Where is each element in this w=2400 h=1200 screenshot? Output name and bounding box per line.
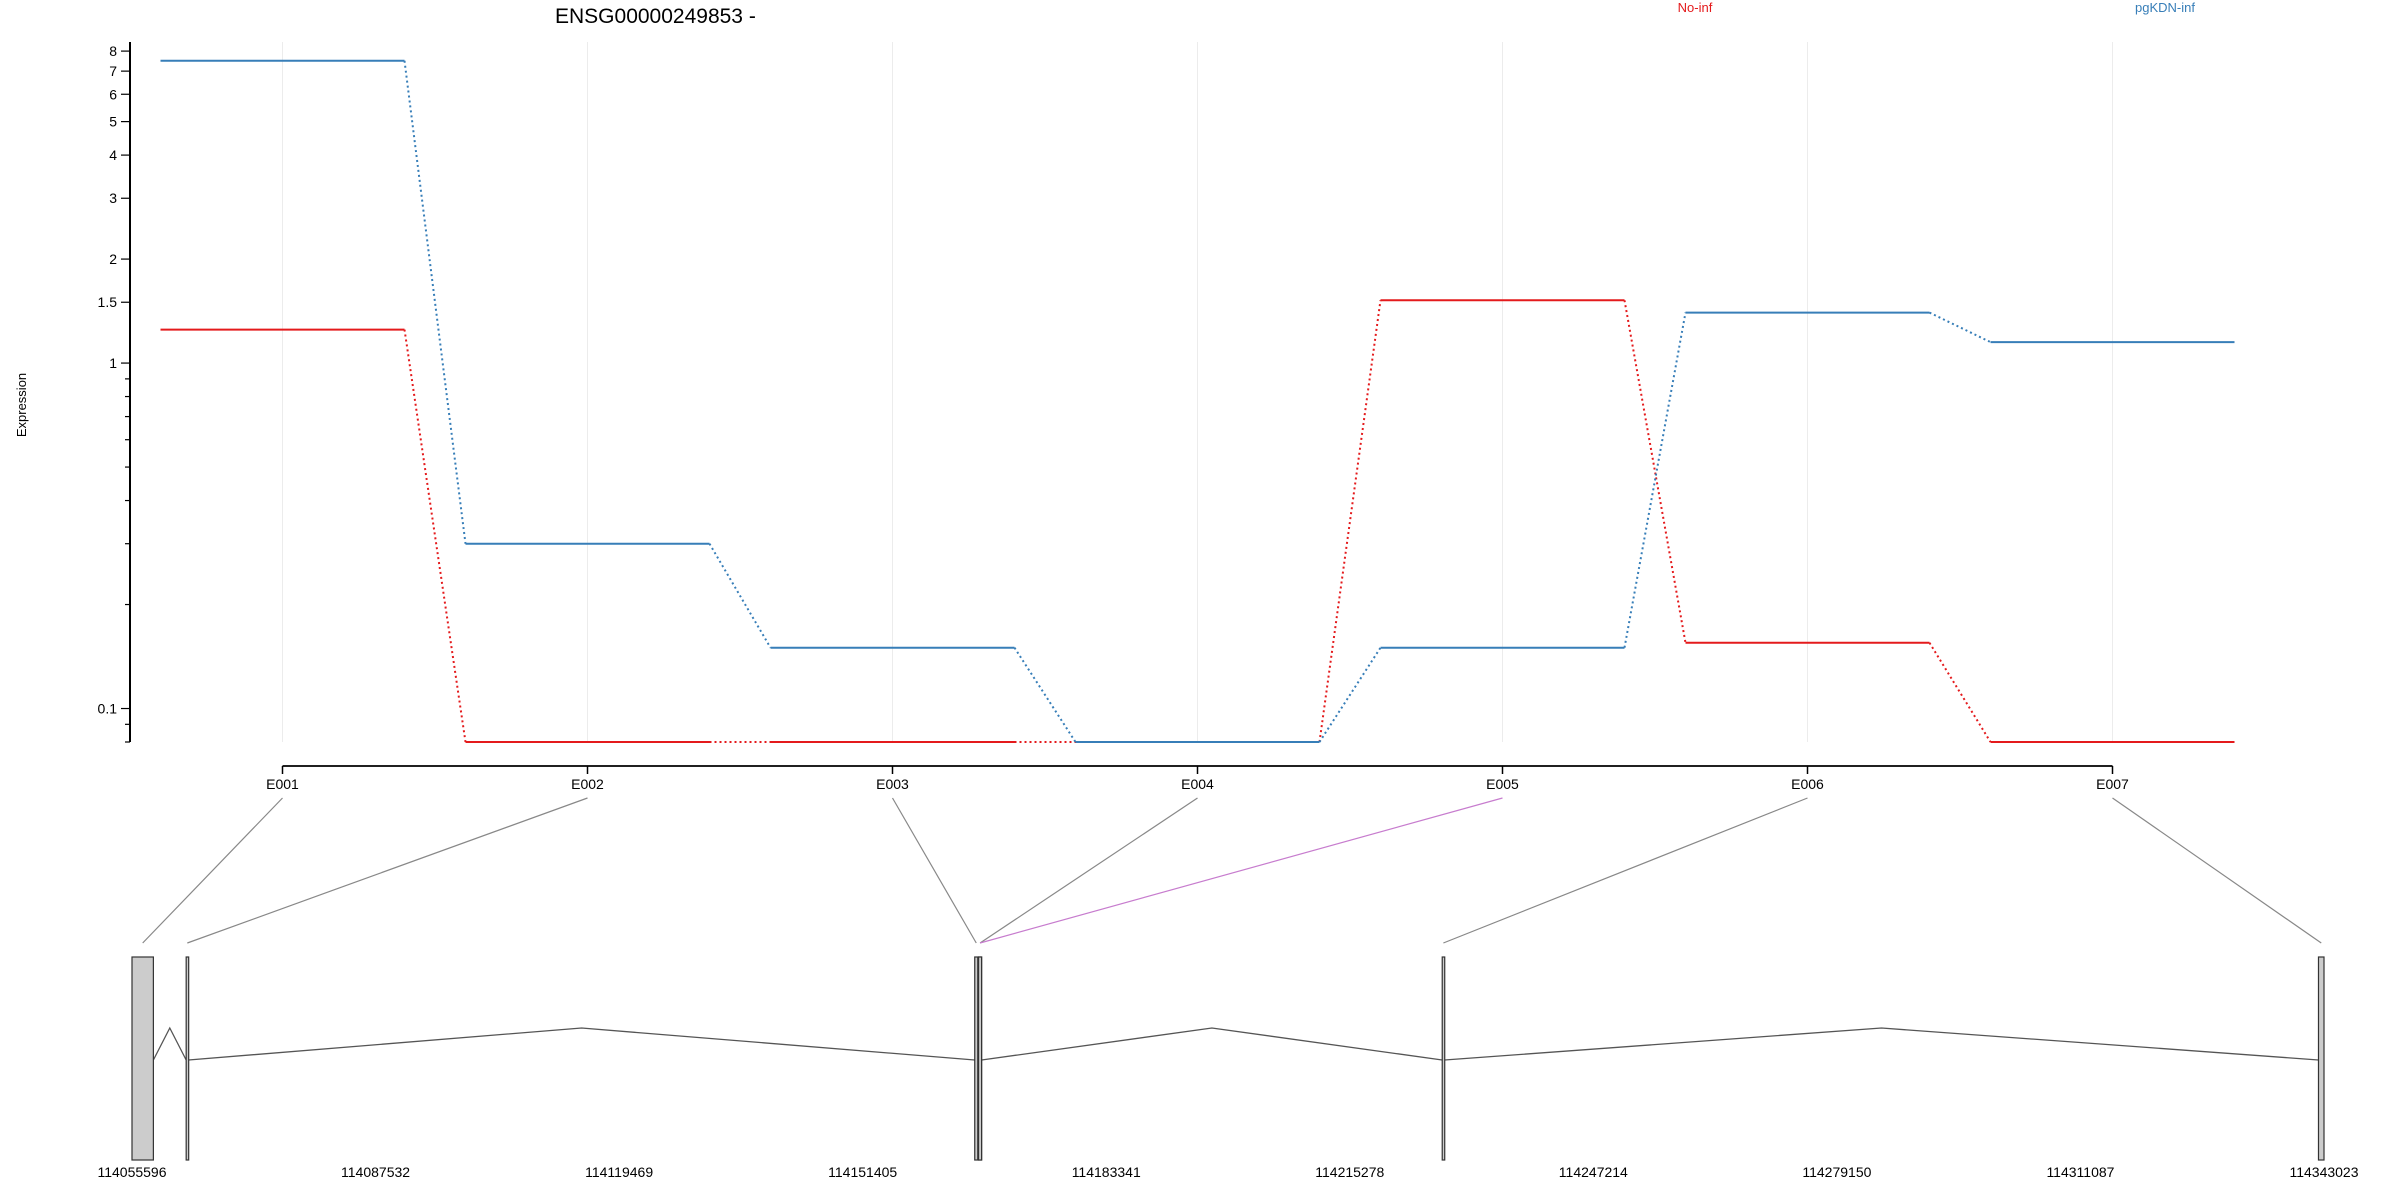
x-tick-label-e002: E002: [571, 776, 604, 792]
connector-e005: [979, 797, 1503, 944]
connector-e007: [2112, 797, 2322, 944]
series-pgkdn-inf-transition: [1013, 647, 1077, 743]
x-tick-label-e006: E006: [1791, 776, 1824, 792]
series-no-inf-transition: [403, 329, 467, 743]
exon-e006: [1441, 956, 1446, 1161]
coordinate-label: 114055596: [97, 1164, 166, 1180]
x-tick-label-e005: E005: [1486, 776, 1519, 792]
coordinate-label: 114215278: [1315, 1164, 1384, 1180]
exon-e005: [977, 956, 983, 1161]
exon-e003: [974, 956, 979, 1161]
y-axis-label: Expression: [14, 373, 29, 437]
legend-entry-pgkdn-inf: pgKDN-inf: [2135, 0, 2195, 15]
y-tick-label: 1: [109, 355, 117, 371]
intron: [981, 1027, 1443, 1061]
coordinate-label: 114343023: [2289, 1164, 2358, 1180]
y-axis: 0.1 1 1.5 2 3 4 5 6 7 8: [98, 42, 131, 743]
coordinate-label: 114119469: [585, 1164, 653, 1180]
y-tick-label: 3: [109, 190, 117, 206]
series-pgkdn-inf-transition: [1318, 647, 1382, 743]
connector-e003: [891, 797, 977, 944]
coordinate-label: 114183341: [1072, 1164, 1141, 1180]
y-tick-label: 8: [109, 43, 117, 59]
y-tick-label: 0.1: [98, 701, 118, 717]
x-tick-label-e003: E003: [876, 776, 909, 792]
gene-model: [131, 956, 2325, 1161]
coordinate-label: 114279150: [1802, 1164, 1871, 1180]
x-tick-label-e007: E007: [2096, 776, 2129, 792]
exon-connectors: [142, 797, 2322, 944]
genomic-coordinate-axis: 114055596 114087532 114119469 114151405 1141…: [97, 1164, 2358, 1180]
coordinate-label: 114151405: [828, 1164, 897, 1180]
connector-e006: [1443, 797, 1808, 944]
series-pgkdn-inf-transition: [1929, 311, 1991, 344]
x-tick-label-e004: E004: [1181, 776, 1214, 792]
chart-title: ENSG00000249853 -: [555, 5, 756, 28]
series-pgkdn-inf-transition: [708, 543, 772, 649]
series-pgkdn-inf-transition: [1623, 312, 1687, 648]
y-tick-label: 2: [109, 251, 117, 267]
series-lines: [160, 59, 2235, 743]
y-tick-label: 7: [109, 63, 117, 79]
intron: [1444, 1027, 2319, 1061]
connector-e002: [187, 797, 588, 944]
y-tick-label: 4: [109, 147, 117, 163]
coordinate-label: 114087532: [341, 1164, 410, 1180]
series-no-inf-transition: [1318, 300, 1382, 743]
exon-e002: [185, 956, 190, 1161]
connector-e001: [142, 797, 283, 944]
series-pgkdn-inf-transition: [403, 60, 467, 544]
intron: [152, 1026, 187, 1061]
coordinate-label: 114311087: [2046, 1164, 2114, 1180]
intron: [188, 1027, 975, 1061]
exon-e001: [131, 956, 154, 1161]
coordinate-label: 114247214: [1559, 1164, 1628, 1180]
y-tick-label: 5: [109, 114, 117, 130]
series-no-inf-transition: [1623, 300, 1687, 643]
y-tick-label: 6: [109, 86, 117, 102]
x-tick-label-e001: E001: [266, 776, 299, 792]
y-tick-label: 1.5: [98, 294, 118, 310]
grid: [282, 42, 2113, 742]
x-axis: E001 E002 E003 E004 E005 E006 E007: [266, 765, 2129, 792]
legend-entry-no-inf: No-inf: [1678, 0, 1713, 15]
exon-e007: [2317, 956, 2325, 1161]
series-no-inf-transition: [1928, 642, 1992, 743]
connector-e004: [979, 797, 1198, 944]
